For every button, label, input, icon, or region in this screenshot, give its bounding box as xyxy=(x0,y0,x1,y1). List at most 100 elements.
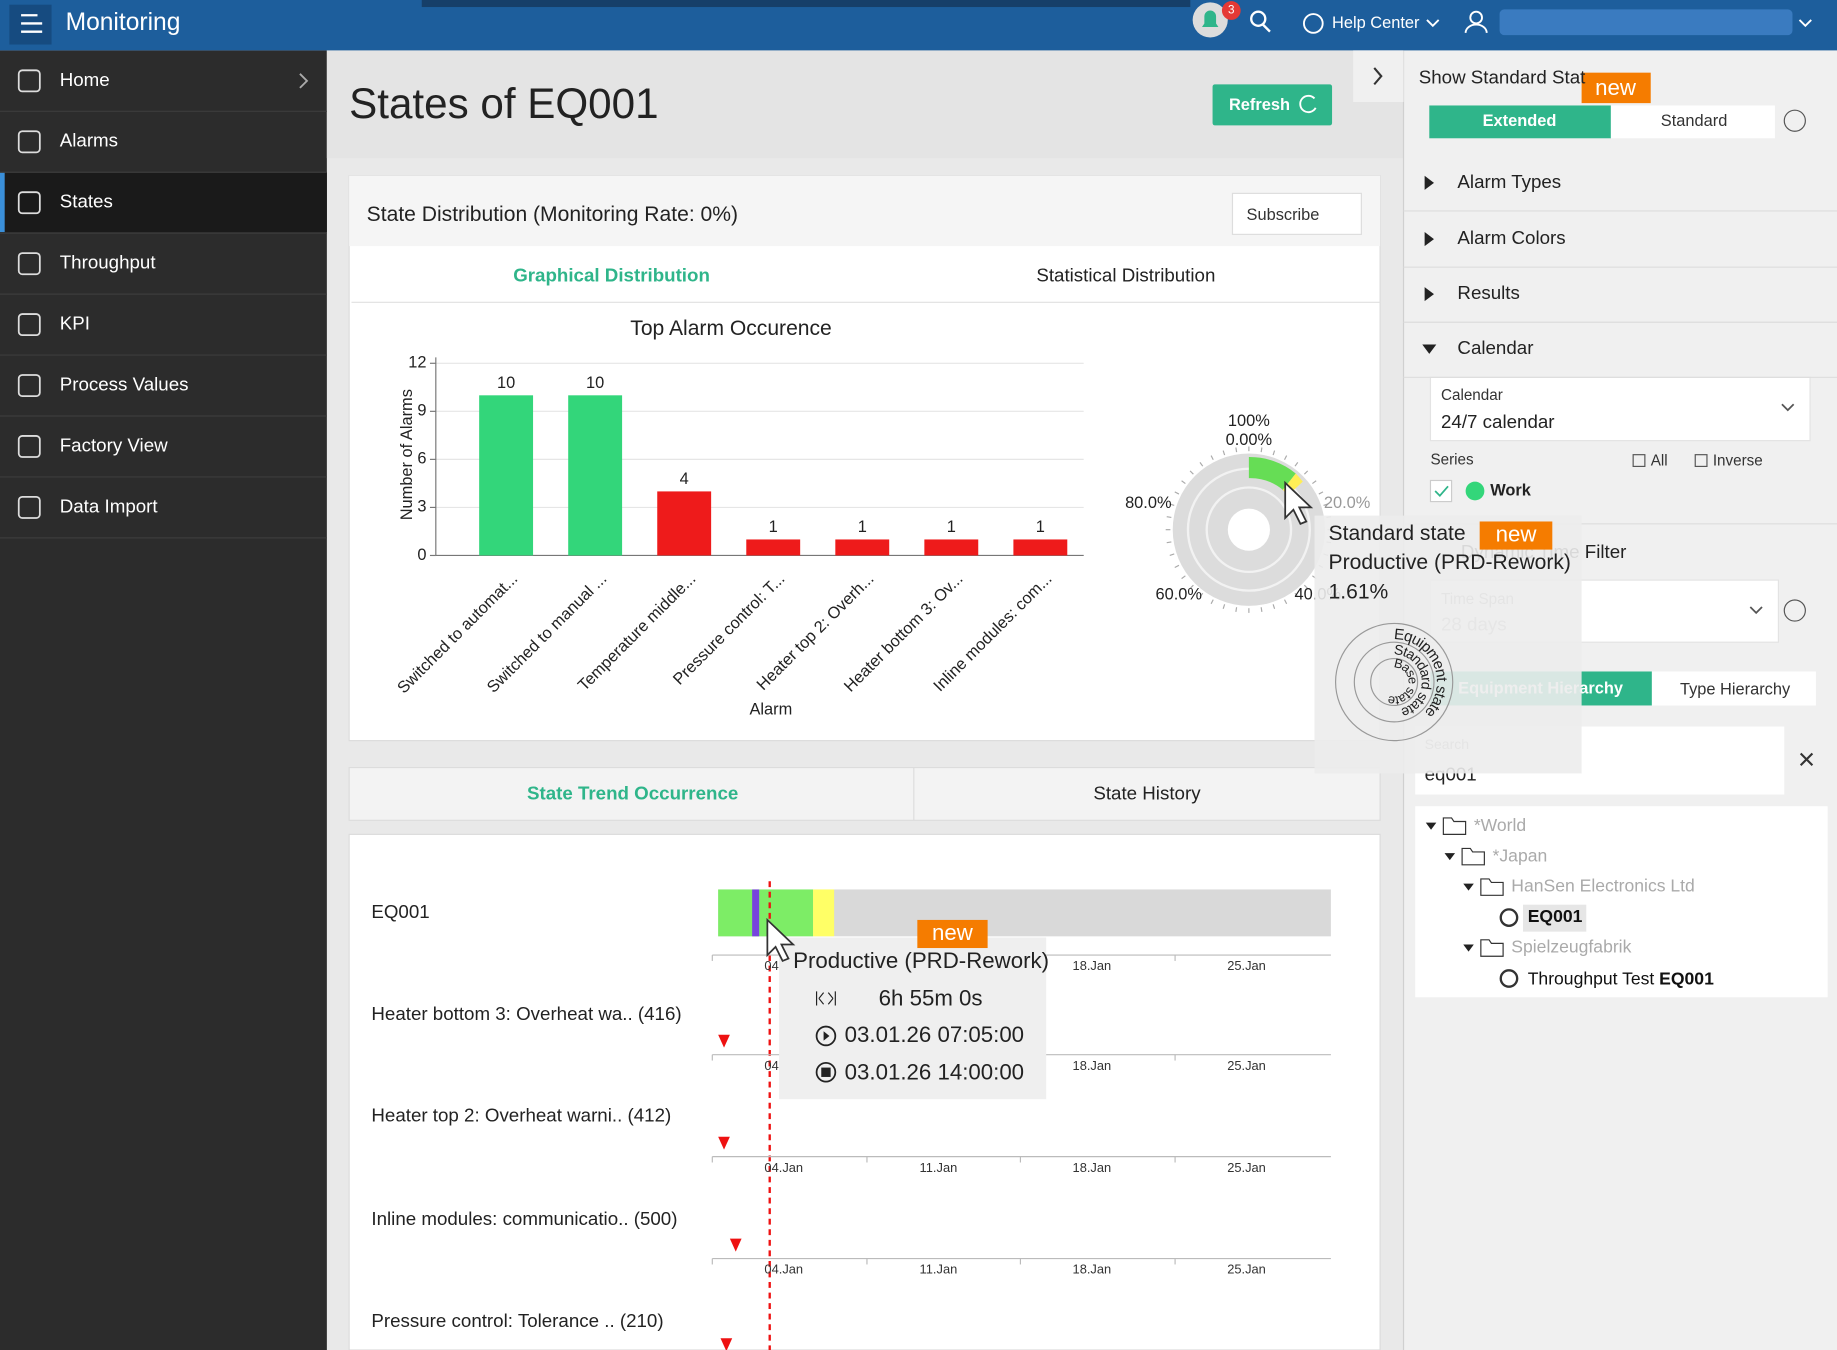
tree-node: HanSen Electronics Ltd xyxy=(1511,876,1695,896)
toggle-type[interactable] xyxy=(1651,671,1816,706)
section-title: Alarm Types xyxy=(1457,171,1561,192)
bar xyxy=(1013,539,1068,556)
checkbox[interactable] xyxy=(1429,479,1453,503)
user-name-blurred xyxy=(1499,9,1793,36)
nav-icon xyxy=(17,313,41,337)
row-label: Heater bottom 3: Overheat wa.. (416) xyxy=(371,1003,681,1024)
expander xyxy=(1424,287,1434,302)
nav-icon xyxy=(17,435,41,458)
bar xyxy=(568,395,623,556)
refresh-button[interactable] xyxy=(1212,84,1333,126)
subscribe-button[interactable] xyxy=(1231,192,1362,235)
radial-tooltip xyxy=(1314,515,1582,774)
radial-tick xyxy=(1166,516,1172,518)
radial-label: 20.0% xyxy=(1324,494,1370,512)
clear-search[interactable] xyxy=(1799,752,1814,766)
tab: State History xyxy=(1093,782,1201,803)
page-title: States of EQ001 xyxy=(349,80,658,127)
nav-icon xyxy=(17,374,41,397)
radial-ring xyxy=(1205,486,1293,574)
radial-tick xyxy=(1166,541,1172,544)
tree-node: *World xyxy=(1474,815,1526,835)
time-label: 18.Jan xyxy=(1073,1262,1112,1277)
radial-tick xyxy=(1235,607,1238,612)
y-tick-label: 0 xyxy=(417,546,426,564)
sidebar xyxy=(0,50,327,1350)
radial-label: 0.00% xyxy=(1226,431,1272,449)
alarm-marker xyxy=(718,1136,730,1150)
time-label: 18.Jan xyxy=(1073,958,1112,973)
sunburst-ring xyxy=(1353,641,1435,723)
help-icon[interactable] xyxy=(1303,13,1324,34)
notification-count: 3 xyxy=(1228,4,1235,17)
radial-tick xyxy=(1318,491,1324,495)
tree-toggle xyxy=(1444,853,1456,861)
tab-active: Graphical Distribution xyxy=(513,265,710,286)
active-item xyxy=(0,172,327,233)
radial-tick xyxy=(1169,553,1175,556)
field-label: Calendar xyxy=(1441,387,1503,404)
expander xyxy=(1424,175,1434,190)
bar xyxy=(746,539,801,556)
state-segment xyxy=(718,889,814,937)
radial-tick xyxy=(1199,592,1204,598)
time-label: 11.Jan xyxy=(920,1160,958,1175)
radial-tick xyxy=(1260,447,1263,453)
toggle-standard[interactable] xyxy=(1610,105,1775,139)
cursor xyxy=(766,917,796,963)
collapse-button[interactable] xyxy=(1353,50,1404,102)
checkbox-label: All xyxy=(1651,453,1668,470)
radial-tick xyxy=(1181,480,1186,485)
chevron xyxy=(1426,19,1440,28)
tooltip-state: Productive (PRD-Rework) xyxy=(793,948,1049,973)
help-icon[interactable] xyxy=(1783,599,1806,622)
y-tick-label: 6 xyxy=(417,450,426,468)
checkbox-label: Inverse xyxy=(1713,453,1763,470)
user-icon[interactable] xyxy=(1469,10,1483,25)
alarm-marker xyxy=(729,1238,742,1252)
x-axis-label: Alarm xyxy=(749,700,792,718)
nav-item: Throughput xyxy=(60,252,157,273)
calendar-select[interactable] xyxy=(1429,376,1811,442)
y-tick-label: 3 xyxy=(417,498,426,516)
tree-node: EQ001 xyxy=(1528,906,1583,926)
checkbox[interactable] xyxy=(1694,454,1708,467)
series-name: Work xyxy=(1490,481,1532,499)
tooltip-state: Productive (PRD-Rework) xyxy=(1329,551,1571,574)
y-tick-label: 12 xyxy=(408,354,426,372)
row-label: Inline modules: communicatio.. (500) xyxy=(371,1208,677,1229)
chevron xyxy=(1798,19,1812,28)
checkbox[interactable] xyxy=(1632,454,1646,467)
radial-tick xyxy=(1235,447,1238,453)
nav-icon xyxy=(17,495,41,519)
sunburst-ring xyxy=(1370,658,1419,707)
value-label: 1 xyxy=(769,518,778,536)
radial-label: 60.0% xyxy=(1156,586,1202,604)
toggle-extended[interactable] xyxy=(1429,105,1611,139)
radial-tick xyxy=(1303,470,1309,475)
sunburst-ring xyxy=(1334,622,1454,742)
setting-title: Show Standard Stat xyxy=(1419,66,1586,87)
radial-tick xyxy=(1303,584,1309,589)
expander xyxy=(1424,232,1434,247)
tab: Statistical Distribution xyxy=(1036,265,1215,286)
alarm-marker xyxy=(720,1338,733,1350)
tree-toggle xyxy=(1463,944,1474,952)
nav-item: Factory View xyxy=(60,434,168,455)
bar xyxy=(479,395,534,556)
folder-icon xyxy=(1442,817,1467,835)
series-dot xyxy=(1465,481,1485,501)
radial-tick xyxy=(1199,462,1204,467)
time-label: 11.Jan xyxy=(920,1262,958,1277)
help-icon[interactable] xyxy=(1783,109,1806,132)
refresh-label: Refresh xyxy=(1229,96,1290,114)
nav-icon xyxy=(17,69,41,93)
tree xyxy=(1415,806,1828,998)
radial-tick xyxy=(1181,575,1186,580)
search-icon[interactable] xyxy=(1250,10,1267,27)
radial-tick xyxy=(1272,604,1276,609)
radial-segment xyxy=(1248,457,1296,490)
time-label: 18.Jan xyxy=(1073,1058,1112,1073)
active-indicator xyxy=(0,172,5,233)
